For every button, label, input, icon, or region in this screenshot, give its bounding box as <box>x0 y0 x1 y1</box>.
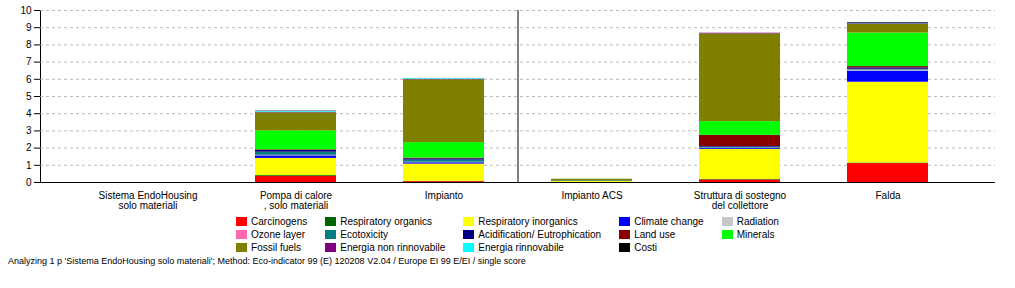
html-text:Energia non rinnovabile: Energia non rinnovabile <box>340 242 446 253</box>
svg-text:Struttura di sostegnodel colle: Struttura di sostegnodel collettore <box>694 190 787 211</box>
html-text:Acidification/ Eutrophication: Acidification/ Eutrophication <box>478 229 602 240</box>
html-text:Respiratory organics: Respiratory organics <box>340 216 432 227</box>
svg-text:2: 2 <box>26 142 32 153</box>
html-text:Minerals: Minerals <box>736 229 775 240</box>
html-text:Fossil fuels: Fossil fuels <box>251 242 302 253</box>
svg-text:Impianto ACS: Impianto ACS <box>561 190 622 201</box>
svg-text:4: 4 <box>26 108 32 119</box>
html-text:Costi: Costi <box>634 242 657 253</box>
svg-text:10: 10 <box>20 5 32 16</box>
svg-text:3: 3 <box>26 125 32 136</box>
svg-text:8: 8 <box>26 39 32 50</box>
svg-text:1: 1 <box>26 160 32 171</box>
svg-text:Pompa di calore, solo material: Pompa di calore, solo materiali <box>260 190 333 211</box>
svg-text:9: 9 <box>26 22 32 33</box>
html-text:Respiratory inorganics: Respiratory inorganics <box>478 216 578 227</box>
html-text:Land use: Land use <box>634 229 676 240</box>
svg-text:5: 5 <box>26 91 32 102</box>
html-text:Climate change: Climate change <box>634 216 704 227</box>
svg-text:6: 6 <box>26 74 32 85</box>
html-text:Radiation: Radiation <box>736 216 779 227</box>
html-text:Carcinogens: Carcinogens <box>251 216 308 227</box>
svg-text:Sistema EndoHousingsolo materi: Sistema EndoHousingsolo materiali <box>99 190 198 211</box>
html-text:Analyzing 1 p 'Sistema EndoHou: Analyzing 1 p 'Sistema EndoHousing solo … <box>8 256 526 266</box>
html-text:Energia rinnovabile: Energia rinnovabile <box>478 242 564 253</box>
html-text:Ecotoxicity: Ecotoxicity <box>340 229 388 240</box>
html-text:Ozone layer: Ozone layer <box>251 229 305 240</box>
svg-text:Impianto: Impianto <box>425 190 464 201</box>
svg-text:Falda: Falda <box>875 190 900 201</box>
svg-text:0: 0 <box>26 177 32 188</box>
svg-text:7: 7 <box>26 56 32 67</box>
